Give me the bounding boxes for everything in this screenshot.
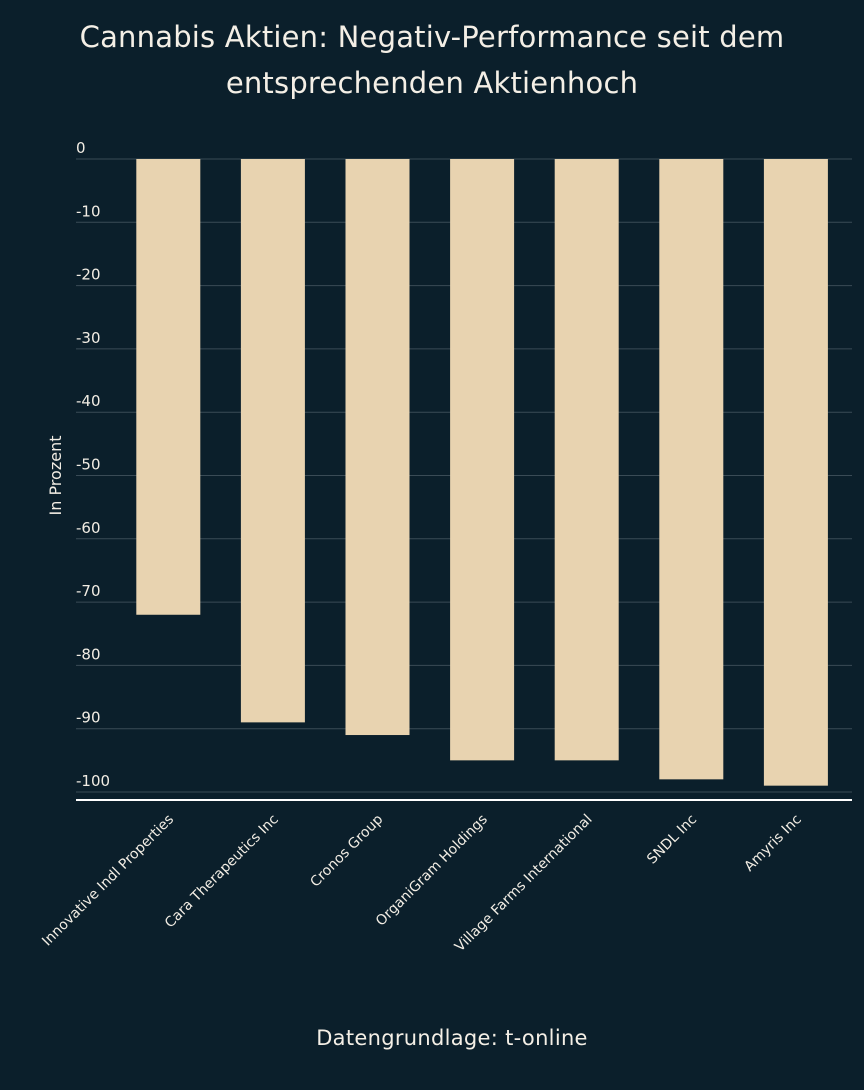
bars (136, 159, 828, 786)
bar (554, 159, 619, 761)
chart-title: Cannabis Aktien: Negativ-Performance sei… (79, 20, 785, 100)
y-tick-label: -70 (76, 582, 101, 600)
bar (659, 159, 724, 780)
y-tick-label: -90 (76, 709, 101, 727)
bar (136, 159, 201, 615)
y-tick-label: -80 (76, 645, 101, 663)
y-tick-label: 0 (76, 139, 86, 157)
bar (763, 159, 828, 786)
y-tick-label: -100 (76, 772, 110, 790)
bar (240, 159, 305, 723)
chart-source: Datengrundlage: t-online (316, 1026, 588, 1050)
y-tick-label: -50 (76, 456, 101, 474)
bar (450, 159, 515, 761)
y-tick-labels: 0 -10 -20 -30 -40 -50 -60 -70 -80 -90 -100 (76, 139, 110, 790)
x-tick-label: Amyris Inc (741, 812, 804, 875)
y-axis-label: In Prozent (46, 436, 65, 516)
x-tick-label: Innovative Indl Properties (39, 812, 177, 950)
y-tick-label: -40 (76, 392, 101, 410)
x-tick-label: Cronos Group (307, 811, 386, 890)
x-tick-label: Cara Therapeutics Inc (162, 812, 282, 932)
y-tick-label: -10 (76, 202, 101, 220)
y-tick-label: -30 (76, 329, 101, 347)
bar (345, 159, 410, 736)
y-tick-label: -60 (76, 519, 101, 537)
x-tick-label: OrganiGram Holdings (373, 812, 491, 930)
y-tick-label: -20 (76, 266, 101, 284)
x-tick-label: SNDL Inc (644, 812, 700, 868)
